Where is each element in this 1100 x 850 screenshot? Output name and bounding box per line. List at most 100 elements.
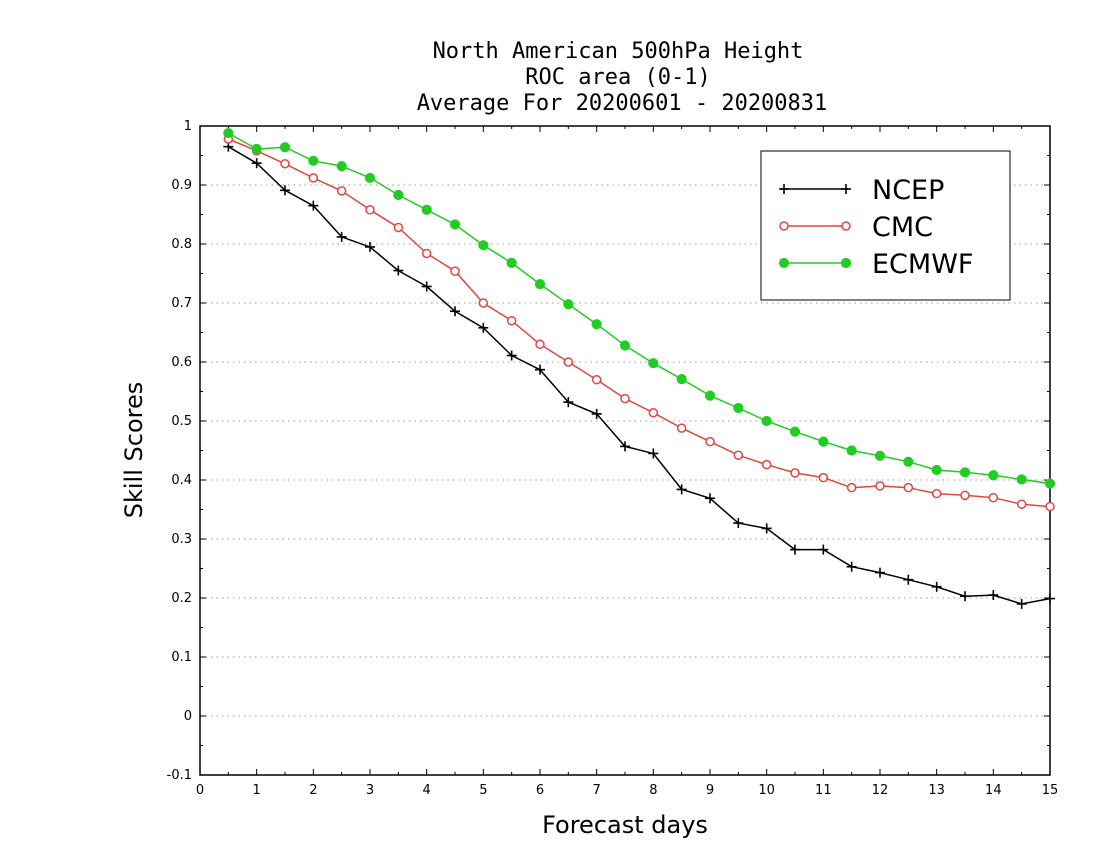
data-point-ncep xyxy=(1016,598,1027,609)
data-point-ncep xyxy=(535,364,545,375)
data-point-ncep xyxy=(336,231,347,242)
x-axis-label: Forecast days xyxy=(542,811,708,839)
y-tick-label: -0.1 xyxy=(167,768,192,783)
data-point-ecmwf xyxy=(251,143,262,155)
data-point-ecmwf xyxy=(733,402,744,414)
y-tick-label: 0.8 xyxy=(171,237,192,252)
data-point-ncep xyxy=(1045,593,1055,604)
data-point-ncep xyxy=(591,408,602,419)
data-point-ecmwf xyxy=(478,240,489,251)
legend-marker-ecmwf xyxy=(840,257,852,269)
data-point-cmc xyxy=(960,490,970,501)
data-point-ncep xyxy=(393,265,404,276)
x-tick-label: 0 xyxy=(196,783,204,798)
data-point-cmc xyxy=(903,482,914,493)
data-point-cmc xyxy=(846,482,857,493)
data-point-ecmwf xyxy=(874,450,886,461)
x-tick-label: 5 xyxy=(479,783,487,798)
data-point-cmc xyxy=(450,266,460,276)
data-point-ecmwf xyxy=(959,467,971,478)
data-point-cmc xyxy=(1045,501,1055,512)
data-point-ncep xyxy=(931,581,942,592)
data-point-ncep xyxy=(308,200,319,211)
legend-marker-ecmwf xyxy=(778,257,790,269)
y-tick-label: 0.9 xyxy=(171,178,192,193)
x-tick-label: 7 xyxy=(593,783,601,798)
legend-label-ecmwf: ECMWF xyxy=(872,249,973,280)
y-tick-labels: -0.1 0 0.1 0.2 0.3 0.4 0.5 0.6 0.7 0.8 0.9 1 xyxy=(167,119,192,783)
legend-label-cmc: CMC xyxy=(872,212,933,243)
data-point-ncep xyxy=(676,484,687,495)
data-point-cmc xyxy=(761,459,772,470)
x-tick-label: 14 xyxy=(985,783,1002,798)
legend-marker-cmc xyxy=(779,221,789,231)
data-point-ncep xyxy=(960,591,970,602)
chart-title-line-2: ROC area (0-1) xyxy=(525,65,710,90)
data-point-ecmwf xyxy=(449,219,461,230)
data-point-cmc xyxy=(705,436,715,447)
y-tick-label: 0 xyxy=(184,709,192,724)
data-point-ncep xyxy=(251,158,262,169)
data-point-cmc xyxy=(563,357,574,367)
data-point-ecmwf xyxy=(931,464,942,476)
data-point-cmc xyxy=(620,393,630,404)
data-point-ncep xyxy=(450,306,460,317)
data-point-ecmwf xyxy=(591,319,602,330)
data-point-ncep xyxy=(478,322,489,333)
data-point-ncep xyxy=(733,518,744,529)
x-tick-label: 6 xyxy=(536,783,544,798)
x-tick-label: 2 xyxy=(309,783,317,798)
y-tick-label: 0.7 xyxy=(171,296,192,311)
x-tick-label: 9 xyxy=(706,783,714,798)
data-point-ncep xyxy=(761,523,772,534)
data-point-ncep xyxy=(903,574,914,585)
data-point-cmc xyxy=(790,468,800,478)
data-point-cmc xyxy=(535,339,545,350)
x-tick-label: 15 xyxy=(1042,783,1059,798)
y-tick-label: 0.1 xyxy=(171,650,192,665)
data-point-ecmwf xyxy=(506,257,517,268)
y-tick-label: 1 xyxy=(184,119,192,134)
legend-label-ncep: NCEP xyxy=(872,175,944,206)
series-line-ncep xyxy=(227,146,1051,605)
data-point-ecmwf xyxy=(648,358,659,369)
legend-marker-cmc xyxy=(841,221,851,231)
data-point-ecmwf xyxy=(364,172,376,184)
data-point-cmc xyxy=(336,186,347,196)
data-point-cmc xyxy=(280,159,290,169)
data-point-cmc xyxy=(676,423,687,433)
data-point-ecmwf xyxy=(279,142,291,153)
x-tick-label: 1 xyxy=(253,783,261,798)
data-point-cmc xyxy=(478,298,489,308)
data-point-ncep xyxy=(620,441,630,452)
data-point-ncep xyxy=(988,590,999,601)
data-point-cmc xyxy=(308,173,319,183)
data-point-ecmwf xyxy=(903,456,914,467)
data-point-ecmwf xyxy=(563,299,574,310)
chart-title-line-3: Average For 20200601 - 20200831 xyxy=(417,91,828,116)
data-point-ncep xyxy=(648,448,659,459)
data-point-ncep xyxy=(846,561,857,572)
x-tick-label: 10 xyxy=(758,783,775,798)
y-tick-label: 0.2 xyxy=(171,591,192,606)
data-point-cmc xyxy=(591,374,602,385)
data-point-cmc xyxy=(393,222,404,233)
data-point-ecmwf xyxy=(676,374,687,385)
data-point-ecmwf xyxy=(393,189,404,201)
data-point-cmc xyxy=(421,248,432,259)
data-point-cmc xyxy=(733,450,744,460)
data-point-ecmwf xyxy=(223,127,234,139)
x-tick-labels: 0 1 2 3 4 5 6 7 8 9 10 11 12 13 14 15 xyxy=(196,783,1058,798)
data-point-cmc xyxy=(931,488,942,499)
data-point-ncep xyxy=(705,493,715,504)
x-tick-label: 8 xyxy=(649,783,657,798)
series-line-cmc xyxy=(228,138,1051,508)
legend: NCEP CMC ECMWF xyxy=(760,150,1011,301)
x-tick-label: 11 xyxy=(815,783,832,798)
data-point-ecmwf xyxy=(308,155,319,166)
data-point-ecmwf xyxy=(534,279,546,290)
chart-title-line-1: North American 500hPa Height xyxy=(433,39,804,64)
data-point-cmc xyxy=(648,407,659,418)
data-point-ncep xyxy=(875,567,885,578)
